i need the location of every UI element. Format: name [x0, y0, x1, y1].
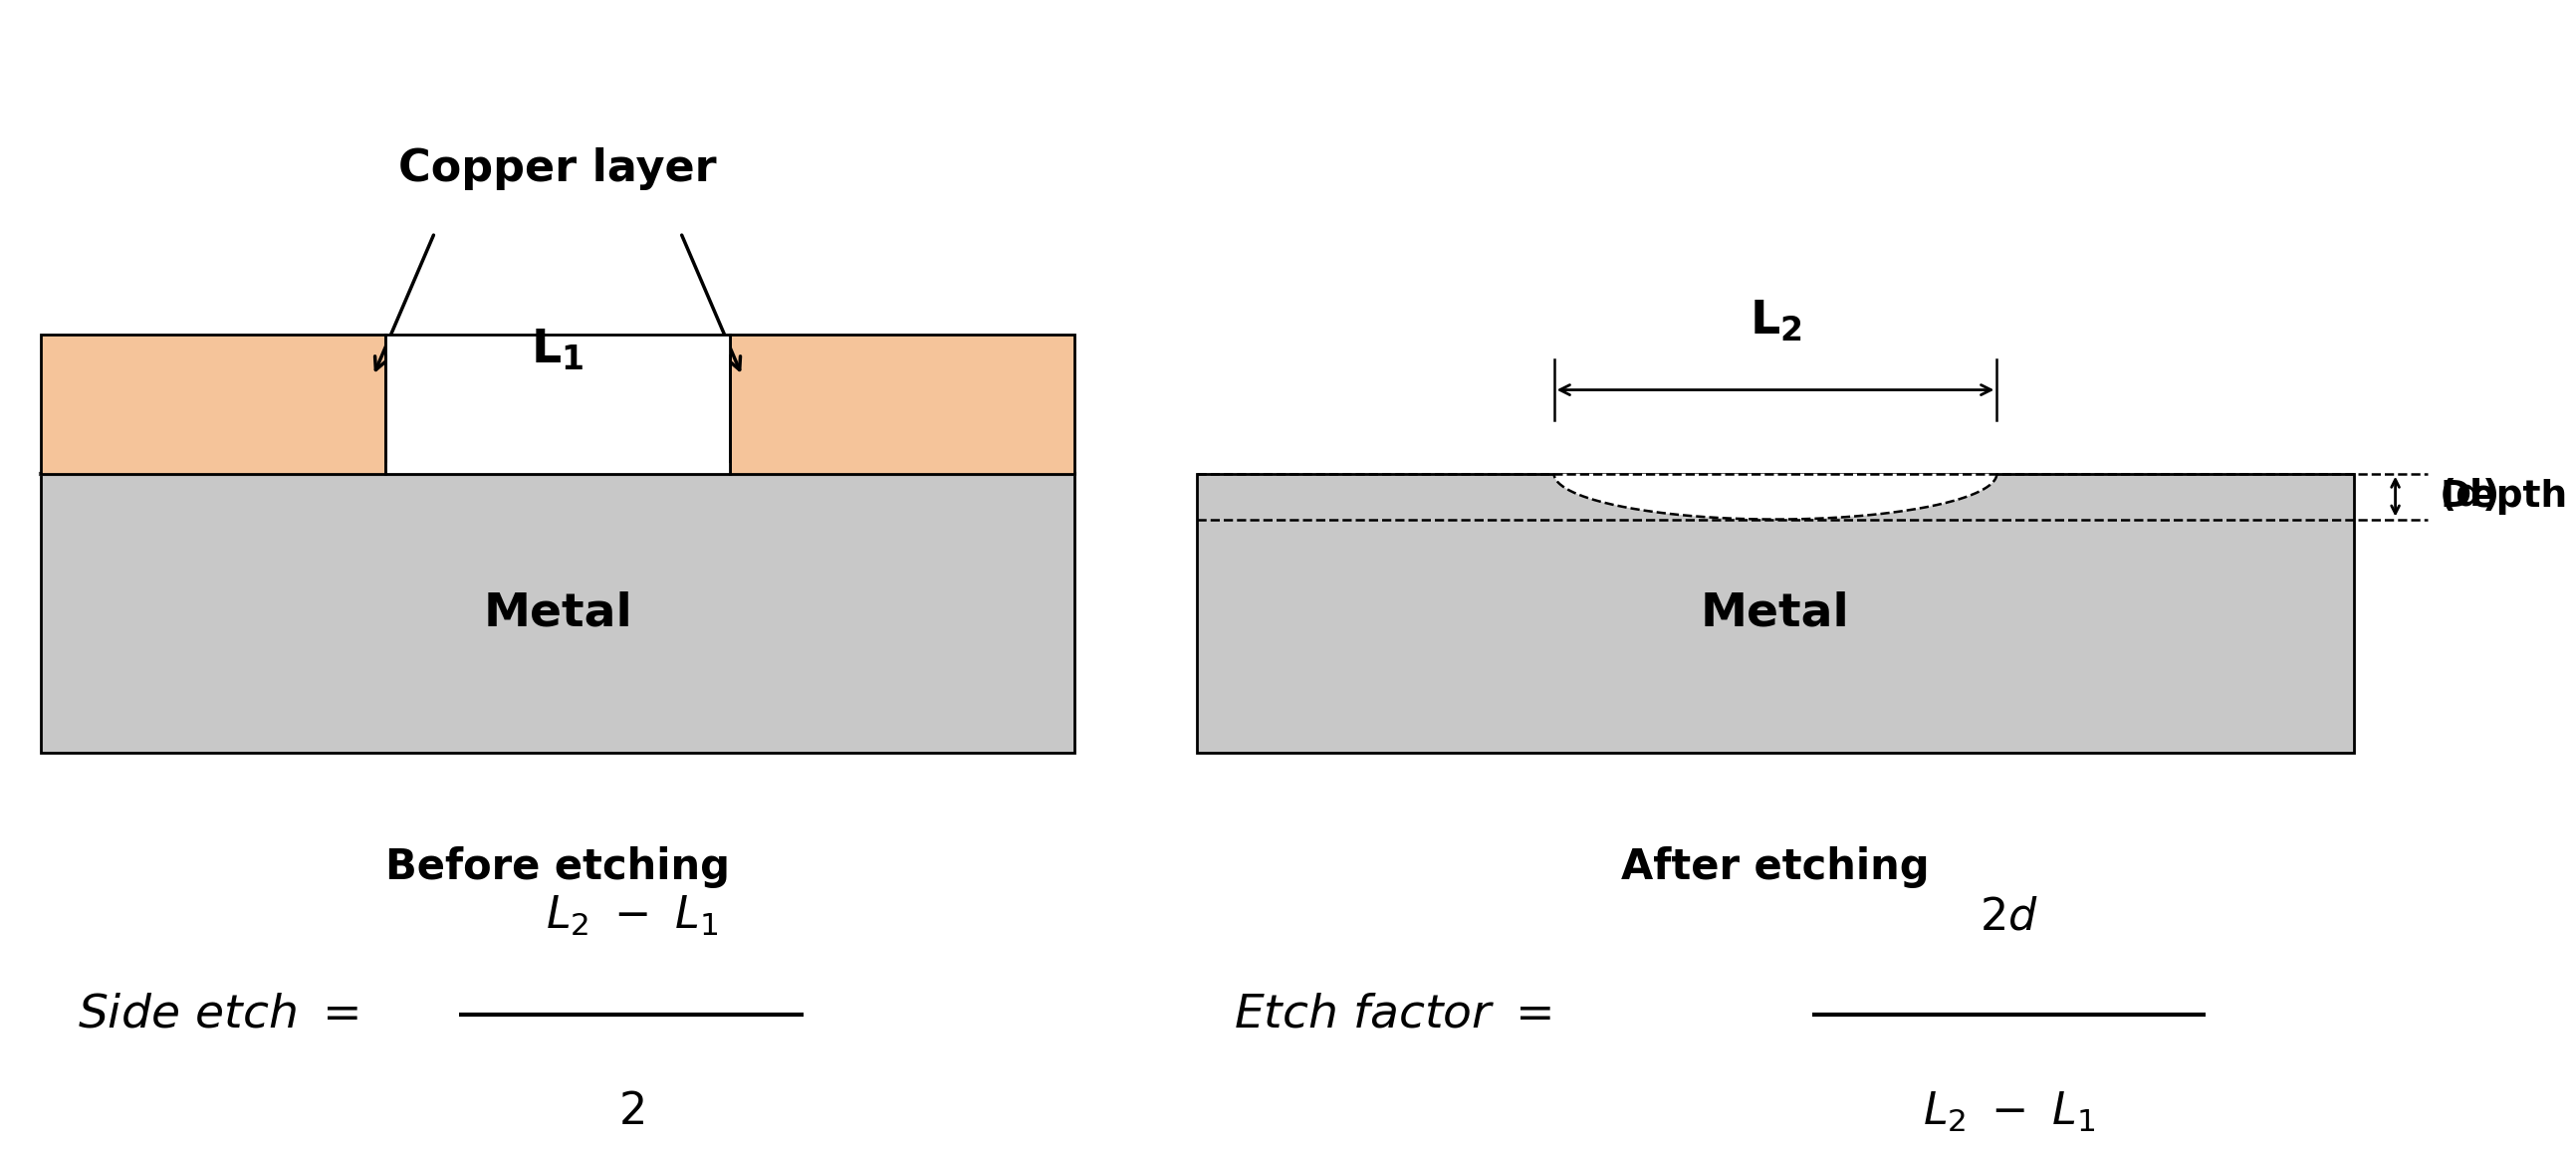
Bar	[41, 474, 1074, 753]
Bar	[729, 334, 1074, 474]
Bar	[386, 334, 729, 474]
Text: Before etching: Before etching	[386, 846, 729, 887]
Text: After etching: After etching	[1620, 846, 1929, 887]
Text: $\mathit{Side\ etch}\ =$: $\mathit{Side\ etch}\ =$	[77, 992, 358, 1037]
Text: Metal: Metal	[484, 590, 631, 635]
Text: $\mathit{2}$: $\mathit{2}$	[618, 1090, 644, 1133]
Bar	[1198, 474, 2354, 753]
Bar	[41, 334, 386, 474]
Text: $\mathit{L}_\mathit{2}\ -\ \mathit{L}_\mathit{1}$: $\mathit{L}_\mathit{2}\ -\ \mathit{L}_\m…	[1922, 1090, 2094, 1135]
Text: $\mathit{Etch\ factor}\ =$: $\mathit{Etch\ factor}\ =$	[1234, 992, 1553, 1037]
Text: Depth: Depth	[2439, 479, 2568, 514]
Polygon shape	[1553, 474, 1996, 519]
Text: $\mathit{2d}$: $\mathit{2d}$	[1981, 895, 2038, 938]
Text: (d): (d)	[2439, 479, 2501, 514]
Text: Copper layer: Copper layer	[399, 147, 716, 191]
Text: $\mathbf{L_2}$: $\mathbf{L_2}$	[1749, 299, 1801, 344]
Text: Metal: Metal	[1700, 590, 1850, 635]
Text: $\mathit{L}_\mathit{2}\ -\ \mathit{L}_\mathit{1}$: $\mathit{L}_\mathit{2}\ -\ \mathit{L}_\m…	[546, 894, 719, 938]
Text: $\mathbf{L_1}$: $\mathbf{L_1}$	[531, 328, 585, 373]
